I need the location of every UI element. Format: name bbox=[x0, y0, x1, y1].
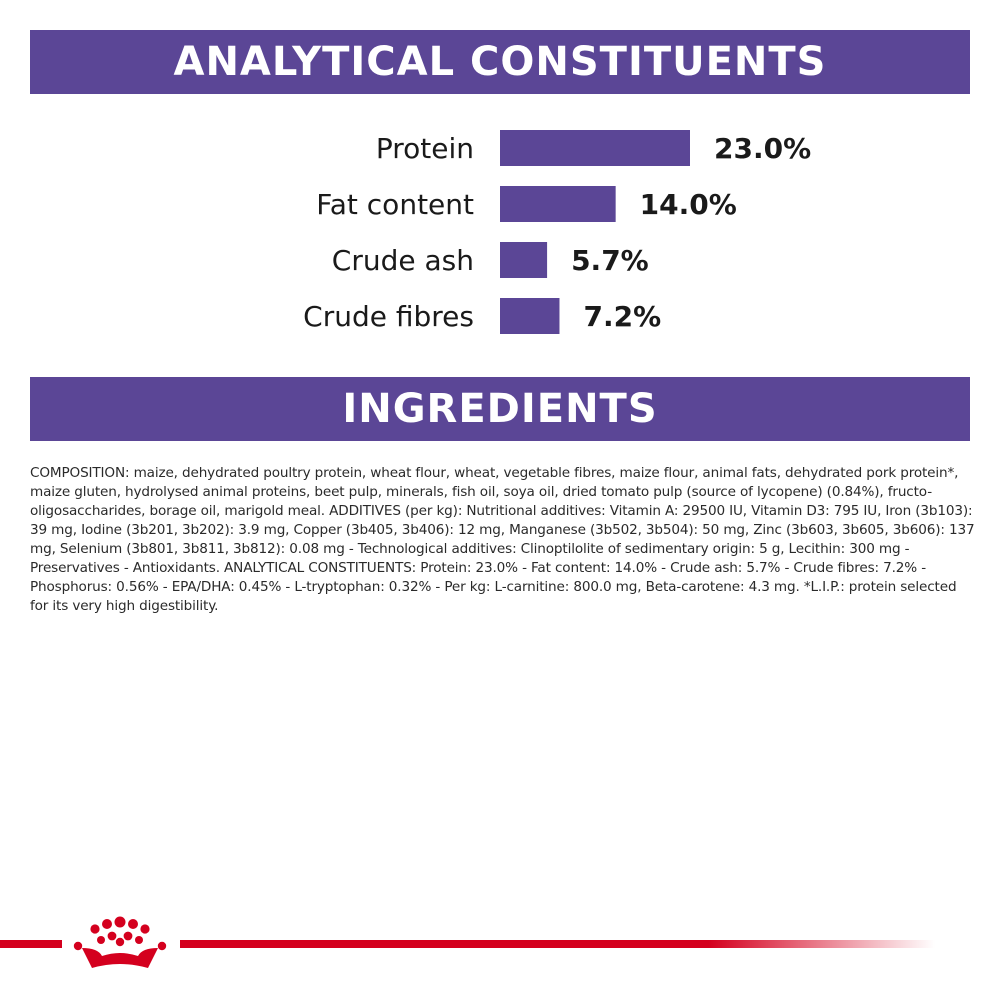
analytical-bar-chart: Protein 23.0% Fat content 14.0% Crude ash 5.7… bbox=[303, 130, 811, 334]
crown-icon bbox=[73, 916, 167, 968]
bar bbox=[500, 130, 690, 166]
brand-line-left bbox=[0, 940, 62, 948]
value-label: 23.0% bbox=[714, 132, 811, 165]
value-label: 5.7% bbox=[571, 244, 649, 277]
bar bbox=[500, 186, 616, 222]
category-label: Crude ash bbox=[332, 244, 474, 277]
brand-line-right bbox=[180, 940, 935, 948]
value-label: 14.0% bbox=[640, 188, 737, 221]
category-label: Fat content bbox=[316, 188, 474, 221]
value-label: 7.2% bbox=[583, 300, 661, 333]
category-label: Protein bbox=[376, 132, 474, 165]
category-label: Crude fibres bbox=[303, 300, 474, 333]
ingredients-title: INGREDIENTS bbox=[342, 386, 658, 432]
analytical-constituents-title: ANALYTICAL CONSTITUENTS bbox=[173, 39, 827, 85]
footer-brand-band bbox=[0, 900, 1000, 990]
analytical-constituents-header: ANALYTICAL CONSTITUENTS bbox=[30, 30, 970, 94]
analytical-chart: Protein 23.0% Fat content 14.0% Crude ash 5.7… bbox=[0, 110, 1000, 350]
bar bbox=[500, 242, 548, 278]
composition-text: COMPOSITION: maize, dehydrated poultry p… bbox=[30, 465, 975, 614]
ingredients-header: INGREDIENTS bbox=[30, 377, 970, 441]
bar bbox=[500, 298, 560, 334]
